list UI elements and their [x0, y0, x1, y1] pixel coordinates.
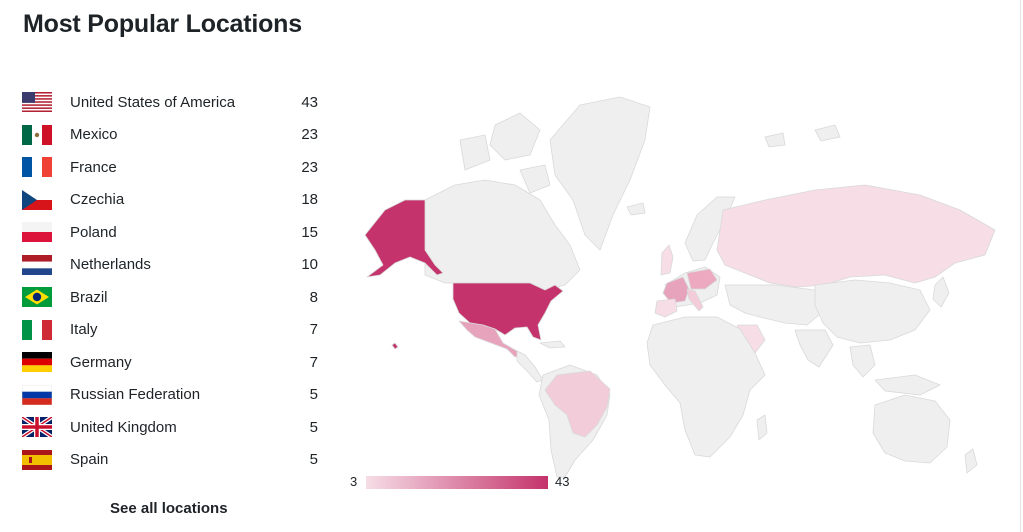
map-legend: 3 43 [350, 474, 580, 490]
list-item: Mexico 23 [22, 119, 322, 152]
location-name: Netherlands [70, 256, 151, 274]
location-count: 23 [301, 126, 318, 144]
map-region-hawaii [391, 342, 399, 350]
location-name: Spain [70, 451, 109, 469]
legend-gradient-bar [366, 476, 548, 489]
list-item: Poland 15 [22, 216, 322, 249]
location-count: 5 [309, 418, 318, 436]
world-map [364, 96, 996, 478]
list-item: Czechia 18 [22, 184, 322, 217]
map-region-canada [424, 179, 581, 291]
map-region-australia [872, 394, 951, 464]
location-count: 10 [301, 256, 318, 274]
us-flag-icon [22, 92, 52, 113]
fr-flag-icon [22, 157, 52, 178]
es-flag-icon [22, 449, 52, 470]
de-flag-icon [22, 352, 52, 373]
map-region-southeast-asia [849, 344, 941, 396]
location-name: Russian Federation [70, 386, 201, 404]
legend-min-value: 3 [350, 474, 358, 489]
map-region-uk [660, 244, 674, 276]
list-item: Spain 5 [22, 444, 322, 477]
location-name: Mexico [70, 126, 118, 144]
list-item: Brazil 8 [22, 281, 322, 314]
list-item: United States of America 43 [22, 86, 322, 119]
location-count: 15 [301, 223, 318, 241]
location-name: France [70, 158, 117, 176]
list-item: Germany 7 [22, 346, 322, 379]
map-region-iceland [626, 202, 646, 216]
map-region-spain [654, 298, 678, 318]
map-region-india [794, 329, 834, 368]
map-region-africa [646, 316, 766, 458]
legend-max-value: 43 [555, 474, 570, 489]
map-region-france [662, 276, 690, 304]
location-count: 23 [301, 158, 318, 176]
pl-flag-icon [22, 222, 52, 243]
map-region-central-europe [686, 268, 718, 290]
location-name: United Kingdom [70, 418, 177, 436]
location-name: Brazil [70, 288, 108, 306]
list-item: United Kingdom 5 [22, 411, 322, 444]
cz-flag-icon [22, 189, 52, 210]
panel-title: Most Popular Locations [23, 10, 302, 38]
location-name: Poland [70, 223, 117, 241]
locations-list: United States of America 43 Mexico 23 Fr… [22, 86, 322, 476]
location-count: 43 [301, 93, 318, 111]
map-region-japan [932, 276, 950, 308]
list-item: Italy 7 [22, 314, 322, 347]
location-name: Italy [70, 321, 98, 339]
map-region-italy [686, 288, 704, 312]
location-count: 7 [309, 321, 318, 339]
location-count: 18 [301, 191, 318, 209]
gb-flag-icon [22, 417, 52, 438]
br-flag-icon [22, 287, 52, 308]
list-item: France 23 [22, 151, 322, 184]
map-region-new-zealand [964, 448, 978, 474]
map-region-alaska [364, 199, 444, 278]
location-count: 7 [309, 353, 318, 371]
map-region-central-asia [724, 284, 826, 326]
map-region-central-america [516, 350, 544, 383]
map-region-brazil [544, 370, 611, 438]
location-count: 5 [309, 451, 318, 469]
list-item: Netherlands 10 [22, 249, 322, 282]
see-all-locations-link[interactable]: See all locations [110, 500, 228, 517]
map-region-madagascar [756, 414, 768, 441]
location-count: 5 [309, 386, 318, 404]
map-region-svalbard [764, 124, 841, 148]
location-name: Czechia [70, 191, 125, 209]
map-region-arctic-islands [459, 112, 551, 194]
map-region-greenland [549, 96, 651, 251]
location-name: Germany [70, 353, 132, 371]
mx-flag-icon [22, 124, 52, 145]
location-name: United States of America [70, 93, 236, 111]
map-region-caribbean [539, 340, 566, 349]
map-region-east-asia [814, 279, 931, 344]
list-item: Russian Federation 5 [22, 379, 322, 412]
nl-flag-icon [22, 254, 52, 275]
map-region-russia [716, 184, 996, 288]
it-flag-icon [22, 319, 52, 340]
location-count: 8 [309, 288, 318, 306]
ru-flag-icon [22, 384, 52, 405]
